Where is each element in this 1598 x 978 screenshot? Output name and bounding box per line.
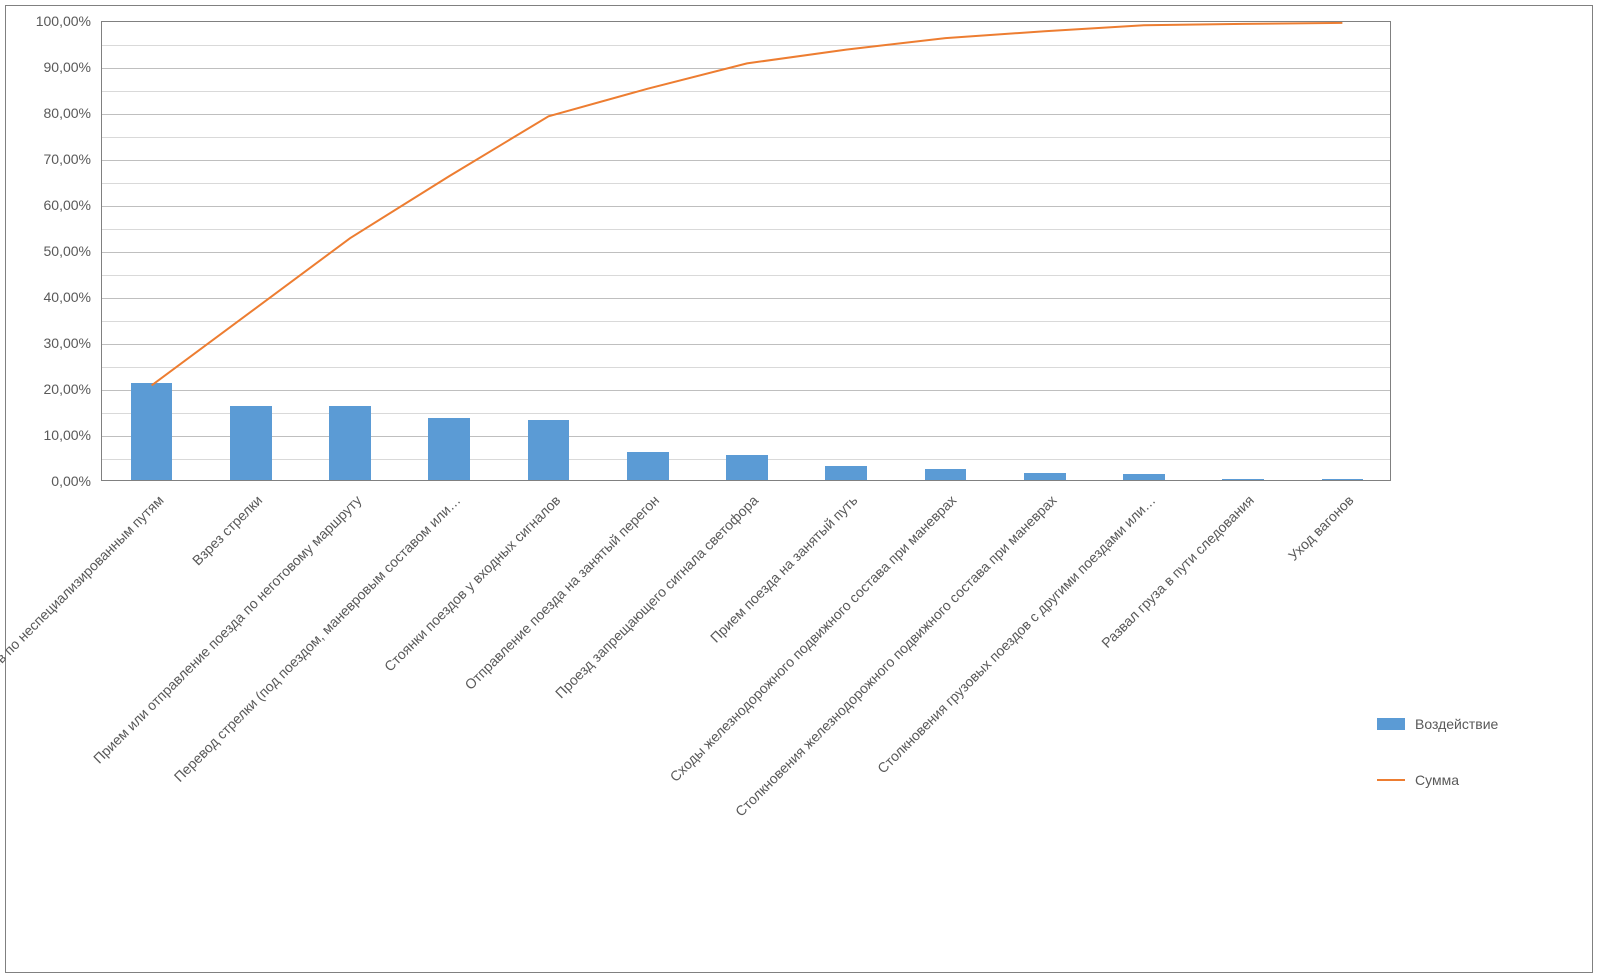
legend-label-line: Сумма — [1415, 772, 1459, 788]
x-axis-labels: Пропуск пасс. поездов по неспециализиров… — [101, 486, 1391, 936]
y-axis: 0,00%10,00%20,00%30,00%40,00%50,00%60,00… — [6, 21, 96, 481]
legend: Воздействие Сумма — [1377, 716, 1567, 826]
x-tick-label: Отправление поезда на занятый перегон — [461, 492, 662, 693]
chart-container: 0,00% 10,00% 20,00% 30,00% 40,00% 50,00% 60,00… — [5, 5, 1593, 973]
cumulative-line-path — [152, 23, 1343, 385]
y-tick-label: 50,00% — [44, 243, 91, 259]
y-tick-label: 10,00% — [44, 427, 91, 443]
y-tick-label: 0,00% — [51, 473, 91, 489]
x-tick-label: Взрез стрелки — [189, 492, 265, 568]
legend-label-bar: Воздействие — [1415, 716, 1498, 732]
y-tick-label: 80,00% — [44, 105, 91, 121]
legend-item-bar: Воздействие — [1377, 716, 1567, 732]
y-tick-label: 100,00% — [36, 13, 91, 29]
y-tick-label: 90,00% — [44, 59, 91, 75]
y-tick-label: 70,00% — [44, 151, 91, 167]
x-tick-label: Столкновения железнодорожного подвижного… — [732, 492, 1060, 820]
legend-swatch-line-icon — [1377, 779, 1405, 781]
legend-item-line: Сумма — [1377, 772, 1567, 788]
y-tick-label: 30,00% — [44, 335, 91, 351]
y-tick-label: 20,00% — [44, 381, 91, 397]
cumulative-line — [102, 22, 1392, 482]
plot-area — [101, 21, 1391, 481]
x-tick-label: Стоянки поездов у входных сигналов — [380, 492, 562, 674]
y-tick-label: 40,00% — [44, 289, 91, 305]
x-tick-label: Уход вагонов — [1285, 492, 1357, 564]
x-tick-label: Проезд запрещающего сигнала светофора — [552, 492, 761, 701]
legend-swatch-bar-icon — [1377, 718, 1405, 730]
y-tick-label: 60,00% — [44, 197, 91, 213]
